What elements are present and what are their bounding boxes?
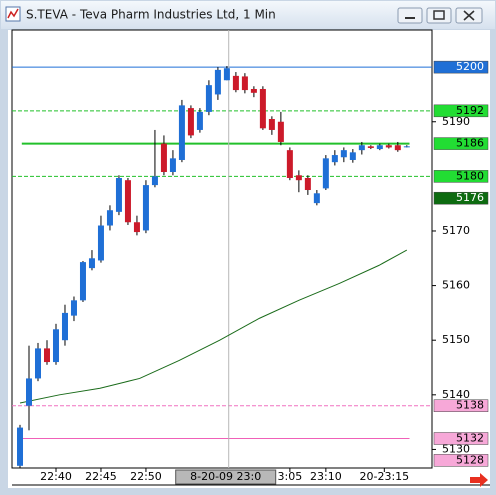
price-level-label: 5192	[456, 104, 484, 117]
candle-body	[295, 175, 302, 181]
price-level-box	[433, 170, 489, 183]
maximize-glyph	[433, 10, 445, 20]
candle-body	[133, 222, 140, 233]
candle-body	[43, 348, 50, 363]
window-buttons[interactable]	[397, 7, 483, 24]
x-tick-label: 3:05	[278, 470, 303, 483]
candle-body	[187, 108, 194, 136]
candle-body	[322, 158, 329, 189]
candle-body	[160, 143, 167, 172]
plot-area	[11, 29, 433, 469]
crosshair-label-box	[175, 469, 277, 485]
candle-body	[106, 210, 113, 226]
price-level-box	[433, 60, 489, 74]
candle-body	[385, 145, 392, 148]
maximize-button[interactable]	[426, 7, 452, 24]
y-tick-label: 5190	[442, 115, 470, 128]
candle-body	[403, 146, 410, 148]
candle-body	[394, 145, 401, 151]
scroll-arrow[interactable]	[470, 473, 488, 487]
candle-body	[196, 111, 203, 130]
x-tick-label: 22:50	[130, 470, 162, 483]
candle-body	[358, 145, 365, 151]
close-glyph	[463, 10, 475, 21]
candle-body	[61, 312, 68, 341]
price-level-box	[433, 137, 489, 150]
candle-body	[34, 348, 41, 379]
price-level-label: 5186	[456, 137, 484, 150]
candle-body	[88, 258, 95, 269]
window-title: S.TEVA - Teva Pharm Industries Ltd, 1 Mi…	[26, 8, 276, 22]
candle-body	[367, 146, 374, 148]
price-level-label: 5176	[456, 191, 484, 204]
candle-body	[241, 76, 248, 91]
y-tick-label: 5140	[442, 388, 470, 401]
y-tick-label: 5130	[442, 442, 470, 455]
candle-body	[142, 185, 149, 231]
candle-body	[259, 88, 266, 129]
price-level-box	[433, 399, 489, 412]
price-level-label: 5138	[456, 399, 484, 412]
candle-body	[151, 176, 158, 186]
price-level-box	[433, 104, 489, 118]
candle-body	[313, 193, 320, 204]
x-tick-label: 22:40	[40, 470, 72, 483]
candle-body	[376, 145, 383, 150]
candle-body	[205, 85, 212, 112]
candle-body	[79, 262, 86, 301]
price-level-label: 5132	[456, 432, 484, 445]
x-tick-label: 22:45	[85, 470, 117, 483]
candle-body	[223, 68, 230, 81]
candle-body	[178, 105, 185, 160]
candle-body	[286, 150, 293, 179]
x-tick-label: 20-23:15	[359, 470, 409, 483]
x-tick-label: 23:10	[310, 470, 342, 483]
price-level-label: 5180	[456, 169, 484, 182]
price-level-label: 5128	[456, 453, 484, 466]
candle-body	[331, 155, 338, 163]
y-tick-label: 5160	[442, 279, 470, 292]
candle-body	[304, 178, 311, 191]
candle-body	[17, 427, 24, 466]
app-icon-glyph	[7, 8, 19, 19]
y-tick-label: 5170	[442, 224, 470, 237]
candle-body	[97, 225, 104, 261]
candle-body	[124, 180, 131, 223]
candle-body	[268, 119, 275, 130]
price-level-label: 5200	[456, 60, 484, 73]
candle-body	[115, 178, 122, 212]
candle-body	[277, 121, 284, 142]
candle-body	[70, 300, 77, 316]
candle-body	[232, 75, 239, 91]
candle-body	[169, 158, 176, 172]
candle-body	[349, 152, 356, 160]
candle-body	[250, 88, 257, 93]
y-tick-label: 5150	[442, 333, 470, 346]
candle-body	[214, 69, 221, 95]
price-level-box	[433, 191, 489, 205]
candle-body	[26, 378, 33, 406]
price-level-box	[433, 432, 489, 445]
candle-body	[340, 150, 347, 158]
minimize-button[interactable]	[397, 7, 423, 24]
price-level-box	[433, 454, 489, 467]
moving-average-line	[19, 249, 408, 404]
candle-body	[52, 329, 59, 363]
crosshair-label: 8-20-09 23:0	[190, 470, 261, 483]
